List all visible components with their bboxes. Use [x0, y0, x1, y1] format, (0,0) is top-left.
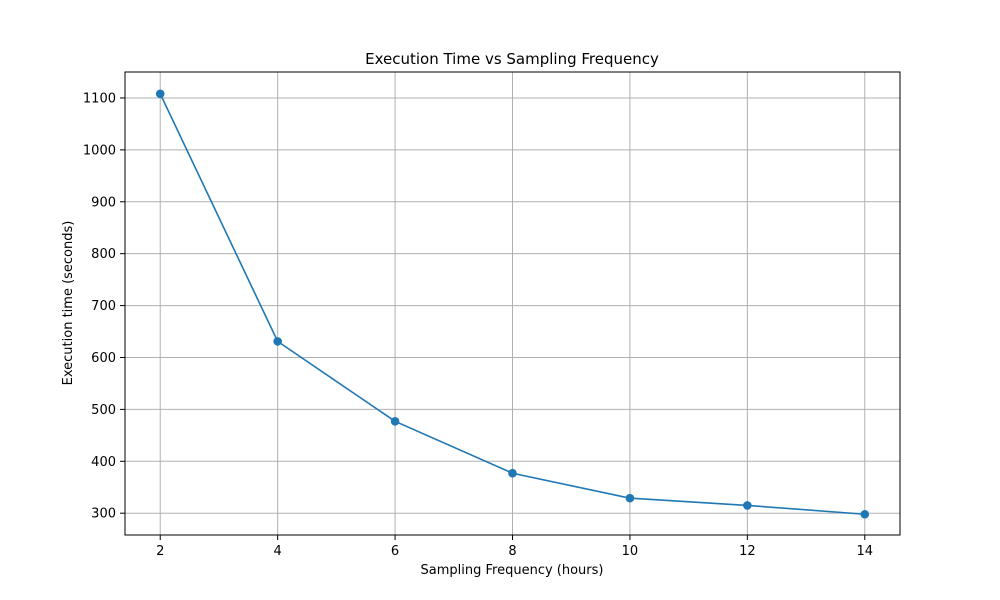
y-tick-label: 1000: [83, 143, 116, 158]
x-tick-label: 2: [156, 544, 164, 559]
chart-title: Execution Time vs Sampling Frequency: [365, 50, 659, 68]
x-tick-label: 12: [739, 544, 756, 559]
x-tick-label: 6: [391, 544, 399, 559]
data-point: [390, 417, 400, 426]
y-tick-label: 400: [91, 455, 116, 470]
y-axis-label: Execution time (seconds): [61, 221, 76, 386]
y-tick-label: 700: [91, 299, 116, 314]
grid-lines: [125, 72, 900, 535]
axis-ticks: 2 4 6 8 10 12 14 300 400 500 600 700 800 900 1000 1100: [83, 91, 873, 559]
data-point: [155, 89, 165, 99]
y-tick-label: 800: [91, 247, 116, 262]
y-tick-label: 1100: [83, 91, 116, 106]
x-tick-label: 10: [622, 544, 639, 559]
x-tick-label: 8: [508, 544, 516, 559]
y-tick-label: 300: [91, 507, 116, 522]
data-point: [743, 501, 752, 510]
y-tick-label: 900: [91, 195, 116, 210]
data-point: [273, 337, 282, 346]
data-markers: [155, 89, 870, 519]
data-point: [625, 493, 635, 503]
data-point: [508, 468, 517, 478]
y-tick-label: 600: [91, 351, 116, 366]
x-axis-label: Sampling Frequency (hours): [421, 563, 604, 578]
y-tick-label: 500: [91, 403, 116, 418]
data-point: [860, 509, 870, 519]
x-tick-label: 14: [856, 544, 873, 559]
x-tick-label: 4: [274, 544, 282, 559]
